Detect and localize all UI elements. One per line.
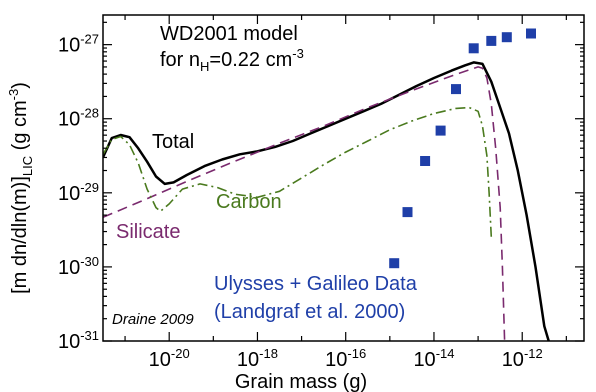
axis-ticks xyxy=(103,15,584,342)
x-tick-label-exp: -20 xyxy=(171,346,190,361)
data-point-8 xyxy=(526,28,536,39)
model-density-mid: =0.22 cm xyxy=(209,49,292,71)
data-label-line1: Ulysses + Galileo Data xyxy=(214,273,418,295)
y-tick-label-base: 10 xyxy=(58,183,80,205)
y-axis-label-main: [m dn/dln(m)] xyxy=(9,176,31,294)
y-tick-label-base: 10 xyxy=(58,331,80,353)
y-tick-label: 10-29 xyxy=(58,180,99,205)
y-tick-label-base: 10 xyxy=(58,109,80,131)
x-tick-label: 10-18 xyxy=(237,346,278,371)
y-tick-label-exp: -31 xyxy=(80,328,99,343)
model-density-sub: H xyxy=(200,59,209,74)
x-tick-label-base: 10 xyxy=(325,349,347,371)
x-tick-label-base: 10 xyxy=(149,349,171,371)
data-point-3 xyxy=(435,125,446,136)
x-tick-label-base: 10 xyxy=(237,349,259,371)
label-total: Total xyxy=(152,131,194,153)
x-axis-label: Grain mass (g) xyxy=(235,371,367,392)
x-tick-label-exp: -14 xyxy=(436,346,455,361)
y-tick-label-exp: -30 xyxy=(80,254,99,269)
plot-frame xyxy=(102,14,585,342)
y-tick-label-base: 10 xyxy=(58,257,80,279)
credit-label: Draine 2009 xyxy=(112,311,194,328)
x-tick-label-base: 10 xyxy=(413,349,435,371)
y-axis-label-sub: LIC xyxy=(20,156,35,176)
x-tick-label-exp: -16 xyxy=(347,346,366,361)
y-tick-label-base: 10 xyxy=(58,35,80,57)
y-axis-label-unit-close: ) xyxy=(9,82,31,89)
data-point-4 xyxy=(451,84,461,95)
model-density: for nH=0.22 cm-3 xyxy=(160,46,304,74)
plot-lines xyxy=(103,61,550,341)
x-tick-labels: 10-20 10-18 10-16 10-14 10-12 xyxy=(149,346,543,371)
x-tick-label: 10-14 xyxy=(413,346,454,371)
y-tick-label-exp: -29 xyxy=(80,180,99,195)
y-tick-label: 10-28 xyxy=(58,106,99,131)
series-line-total xyxy=(103,61,550,341)
series-line-carbon xyxy=(103,106,493,238)
y-axis-label-unit-open: (g cm xyxy=(9,100,31,156)
x-tick-label-base: 10 xyxy=(502,349,524,371)
x-tick-label: 10-20 xyxy=(149,346,190,371)
series-line-silicate xyxy=(103,66,506,341)
x-tick-label: 10-12 xyxy=(502,346,543,371)
data-label-line2: (Landgraf et al. 2000) xyxy=(214,301,405,323)
y-axis-label-unit-exp: -3 xyxy=(6,89,21,101)
label-silicate: Silicate xyxy=(116,221,180,243)
data-point-1 xyxy=(402,207,413,218)
data-point-5 xyxy=(468,43,479,54)
y-tick-label: 10-30 xyxy=(58,254,99,279)
label-carbon: Carbon xyxy=(216,191,282,213)
data-point-6 xyxy=(486,35,497,46)
data-point-0 xyxy=(389,258,400,269)
x-tick-label-exp: -18 xyxy=(259,346,278,361)
data-point-2 xyxy=(420,156,431,166)
y-tick-label-exp: -27 xyxy=(80,32,99,47)
x-tick-label-exp: -12 xyxy=(524,346,543,361)
y-tick-label: 10-27 xyxy=(58,32,99,57)
model-density-exp: -3 xyxy=(292,46,304,61)
plot-points xyxy=(389,28,536,269)
data-point-7 xyxy=(501,32,512,43)
model-title: WD2001 model xyxy=(160,23,298,45)
y-tick-label: 10-31 xyxy=(58,328,99,353)
x-tick-label: 10-16 xyxy=(325,346,366,371)
y-axis-label: [m dn/dln(m)]LIC (g cm-3) xyxy=(6,82,35,294)
model-density-pre: for n xyxy=(160,49,200,71)
y-tick-label-exp: -28 xyxy=(80,106,99,121)
